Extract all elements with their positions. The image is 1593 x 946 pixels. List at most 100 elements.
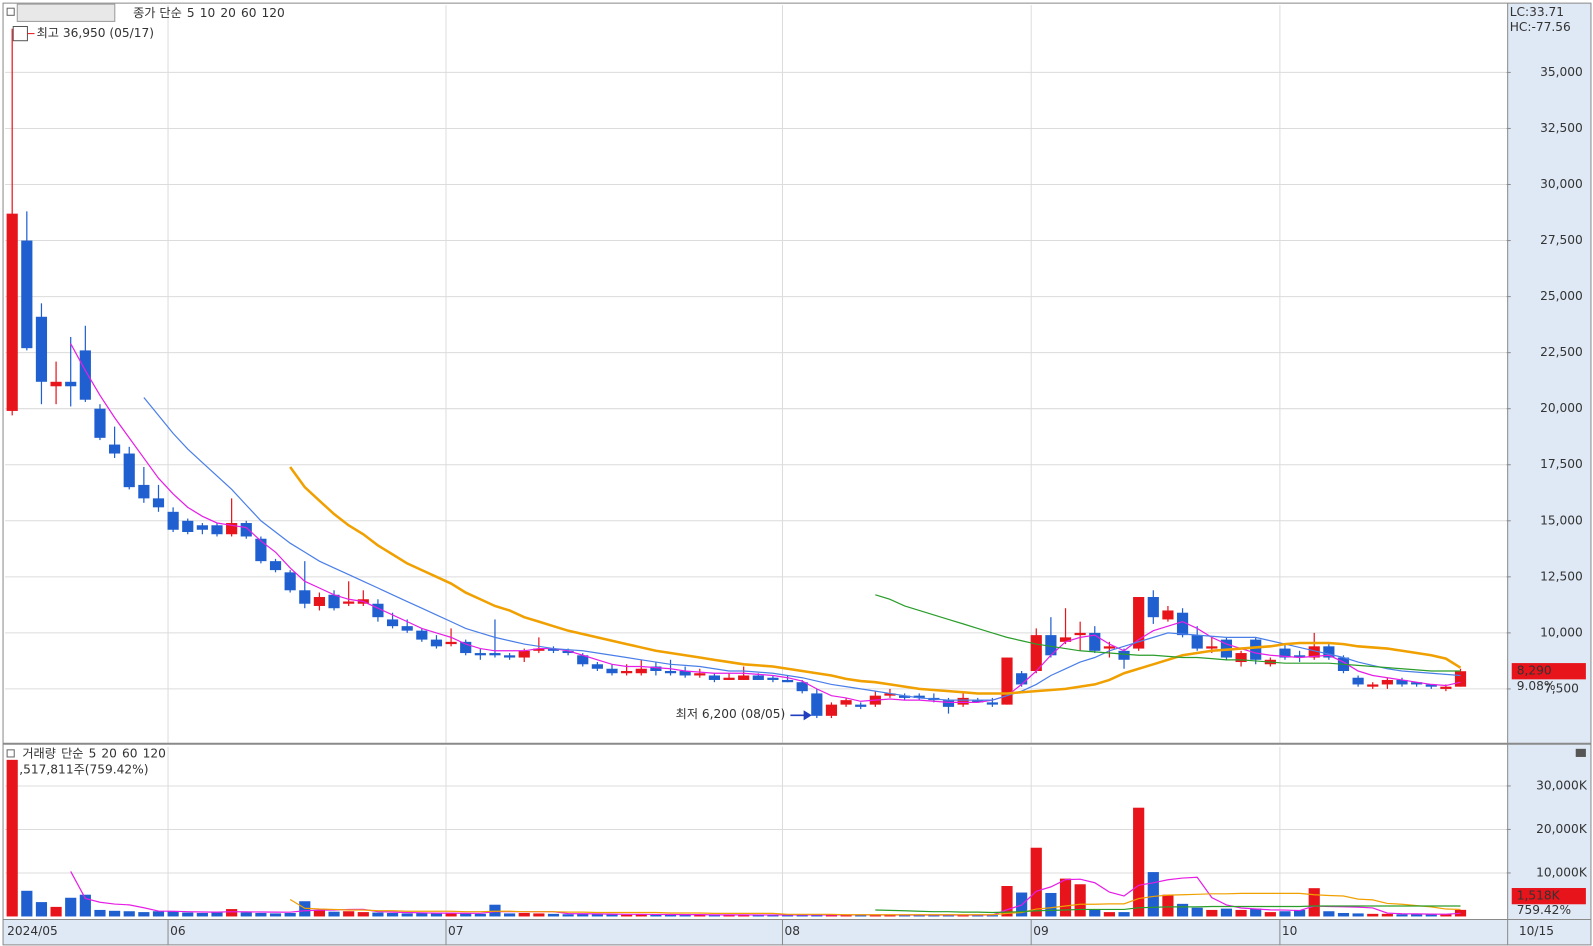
volume-bar	[1294, 909, 1306, 917]
volume-bar	[313, 910, 326, 917]
change-label: 9.08%	[1517, 679, 1556, 693]
volume-bar	[1367, 913, 1379, 917]
volume-bar	[1118, 912, 1130, 917]
x-tick-label: 07	[448, 924, 464, 938]
volume-bar	[1454, 909, 1467, 917]
volume-bar	[606, 914, 618, 917]
candle-body	[1352, 677, 1364, 685]
candle-body	[855, 704, 867, 707]
note-icon	[12, 25, 28, 42]
candle-body	[840, 700, 852, 705]
volume-bar	[1162, 894, 1174, 917]
volume-bar	[50, 906, 62, 917]
panel-icon[interactable]	[6, 749, 15, 758]
volume-bar	[1074, 884, 1086, 917]
title-box	[16, 3, 116, 22]
candle-body	[723, 677, 735, 680]
lc-label: LC:33.71	[1510, 5, 1564, 19]
volume-bar	[884, 915, 896, 917]
candle-body	[1147, 597, 1159, 618]
candle-body	[1191, 635, 1203, 649]
candle-body	[504, 655, 516, 658]
candle-body	[1367, 684, 1379, 687]
candle-body	[679, 670, 691, 676]
candle-body	[1074, 632, 1086, 636]
candle-body	[942, 700, 955, 707]
legend-entry: 10	[200, 6, 216, 20]
volume-bar	[343, 911, 355, 917]
volume-bar	[226, 909, 238, 917]
legend-entry: 120	[262, 6, 285, 20]
candle-body	[1440, 686, 1452, 689]
candle-body	[167, 511, 179, 530]
candle-body	[196, 525, 208, 530]
candle-body	[299, 590, 311, 604]
x-tick-label: 10	[1282, 924, 1298, 938]
candle-body	[664, 670, 677, 674]
candle-body	[1279, 648, 1291, 658]
y-tick-label: 10,000	[1540, 625, 1583, 639]
volume-bar	[1352, 913, 1364, 917]
grid-layer	[5, 5, 1511, 945]
candle-body	[386, 619, 399, 627]
volume-bar	[109, 910, 121, 917]
candle-body	[1176, 612, 1189, 636]
volume-bar	[767, 915, 779, 917]
y-tick-label: 30,000	[1540, 177, 1583, 191]
volume-bar	[664, 914, 677, 917]
panel-icon[interactable]	[6, 7, 15, 16]
candle-body	[284, 572, 296, 591]
last-volume-box	[1511, 888, 1586, 905]
volume-bar	[986, 915, 998, 917]
volume-bar	[781, 915, 794, 917]
volume-bar	[679, 914, 691, 917]
volume-bar	[518, 912, 530, 917]
x-axis-area	[3, 919, 1591, 945]
volume-bar	[416, 912, 428, 917]
candle-body	[35, 316, 48, 382]
volume-bar	[972, 915, 984, 917]
candle-body	[650, 666, 662, 671]
x-tick-label: 06	[170, 924, 186, 938]
candle-body	[738, 675, 750, 680]
volume-bar	[504, 913, 516, 917]
candle-body	[1381, 679, 1393, 685]
volume-bar	[328, 911, 340, 917]
y-tick-label: 12,500	[1540, 569, 1583, 583]
candle-body	[899, 695, 911, 698]
candle-body	[1294, 655, 1306, 658]
volume-bar	[430, 913, 443, 917]
candle-body	[416, 630, 428, 640]
hc-label: HC:-77.56	[1510, 20, 1571, 34]
volume-bar	[913, 915, 925, 917]
volume-bar	[752, 915, 764, 917]
volume-bar	[167, 911, 179, 917]
legend-entry: 5	[187, 6, 195, 20]
candle-body	[138, 484, 150, 499]
volume-bar	[1337, 912, 1350, 917]
candle-body	[94, 408, 106, 438]
candle-body	[269, 561, 282, 571]
last-price-label: 8,290	[1517, 664, 1552, 678]
volume-bar	[240, 912, 252, 917]
y-tick-label: 20,000K	[1536, 822, 1588, 836]
candle-body	[313, 597, 326, 606]
volume-bar	[1235, 909, 1247, 917]
volume-bar	[708, 915, 720, 917]
candle-body	[811, 693, 823, 716]
y-tick-label: 10,000K	[1536, 865, 1588, 879]
candle-body	[328, 594, 340, 609]
candle-body	[577, 655, 589, 665]
ma-line	[70, 871, 1461, 916]
volume-bar	[621, 914, 633, 917]
y-tick-label: 17,500	[1540, 457, 1583, 471]
x-tick-label: 09	[1033, 924, 1049, 938]
close-icon[interactable]	[1575, 748, 1586, 757]
volume-bar	[1396, 914, 1408, 917]
volume-bar	[796, 914, 808, 917]
candle-body	[621, 670, 633, 674]
volume-bar	[957, 915, 969, 917]
